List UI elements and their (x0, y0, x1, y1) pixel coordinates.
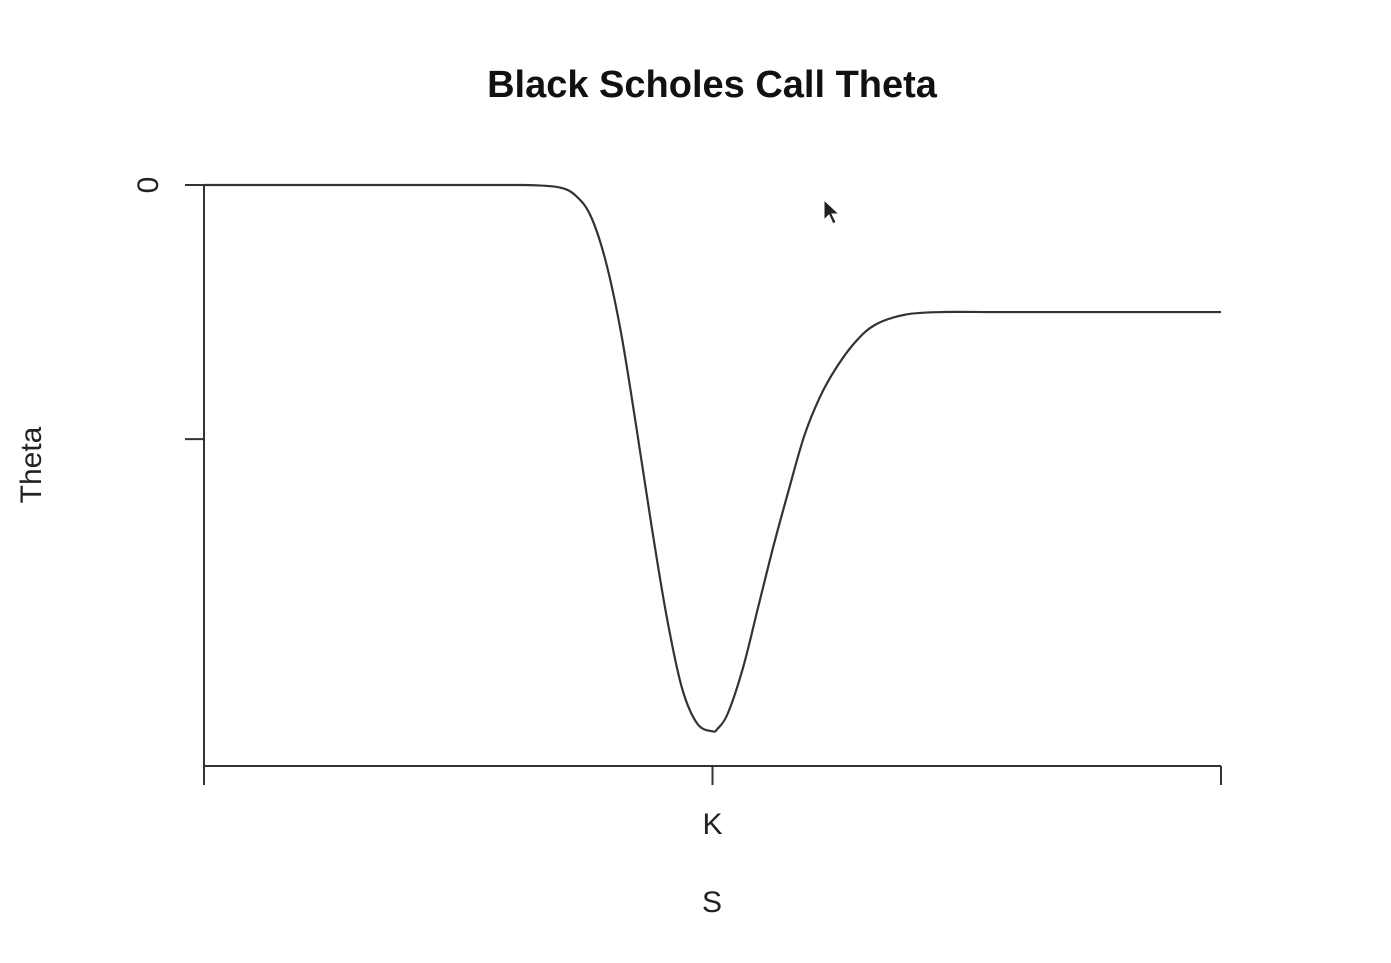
y-tick-label: 0 (132, 177, 165, 194)
x-tick-label: K (702, 808, 722, 841)
x-axis-label: S (702, 886, 722, 919)
axes (203, 185, 1221, 767)
theta-curve (203, 183, 1221, 733)
y-axis-label: Theta (15, 426, 48, 503)
x-ticks: K (203, 766, 1222, 841)
y-ticks: 0 (132, 177, 204, 441)
arrow-cursor-icon (823, 198, 841, 225)
chart-title: Black Scholes Call Theta (487, 64, 938, 106)
